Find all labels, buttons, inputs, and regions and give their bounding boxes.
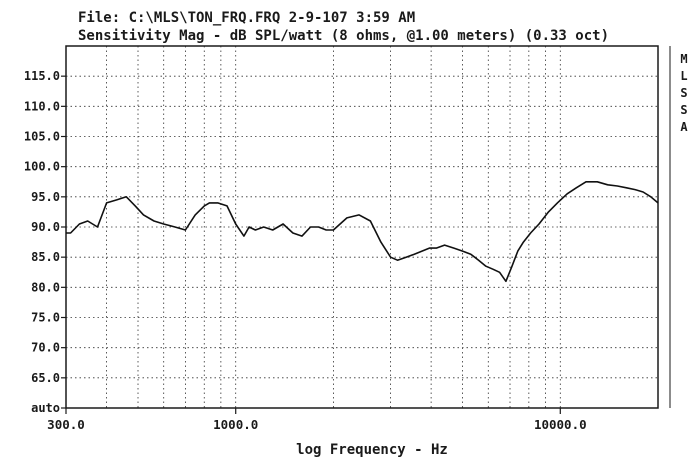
x-tick-label: 1000.0 <box>213 417 258 432</box>
x-tick-label: 300.0 <box>47 417 85 432</box>
y-tick-label: 85.0 <box>31 250 60 264</box>
y-tick-label: 105.0 <box>24 130 60 144</box>
x-tick-label: 10000.0 <box>534 417 587 432</box>
badge-letter: M <box>680 52 687 66</box>
y-axis-ticks: auto 65.0 70.0 75.0 80.0 85.0 90.0 95.0 100.0 105… <box>24 69 66 415</box>
file-line: File: C:\MLS\TON_FRQ.FRQ 2-9-107 3:59 AM <box>78 10 415 26</box>
y-tick-label: 70.0 <box>31 341 60 355</box>
series-group <box>66 181 659 283</box>
plot-frame <box>65 45 659 409</box>
series-line <box>66 181 659 283</box>
grid <box>66 46 658 408</box>
badge-letter: S <box>680 86 687 100</box>
y-tick-label: 90.0 <box>31 220 60 234</box>
badge-letter: S <box>680 103 687 117</box>
y-tick-label: 110.0 <box>24 99 60 113</box>
y-tick-label: 75.0 <box>31 311 60 325</box>
badge-letter: A <box>680 120 688 134</box>
y-tick-label: 100.0 <box>24 160 60 174</box>
badge-letter: L <box>680 69 687 83</box>
y-tick-label: 65.0 <box>31 371 60 385</box>
x-axis-label: log Frequency - Hz <box>296 442 448 458</box>
y-tick-label: 80.0 <box>31 280 60 294</box>
y-tick-label: auto <box>31 401 60 415</box>
y-tick-label: 95.0 <box>31 190 60 204</box>
x-axis-ticks: 300.0 1000.0 10000.0 <box>47 408 587 432</box>
chart-title: Sensitivity Mag - dB SPL/watt (8 ohms, @… <box>78 28 609 44</box>
y-tick-label: 115.0 <box>24 69 60 83</box>
